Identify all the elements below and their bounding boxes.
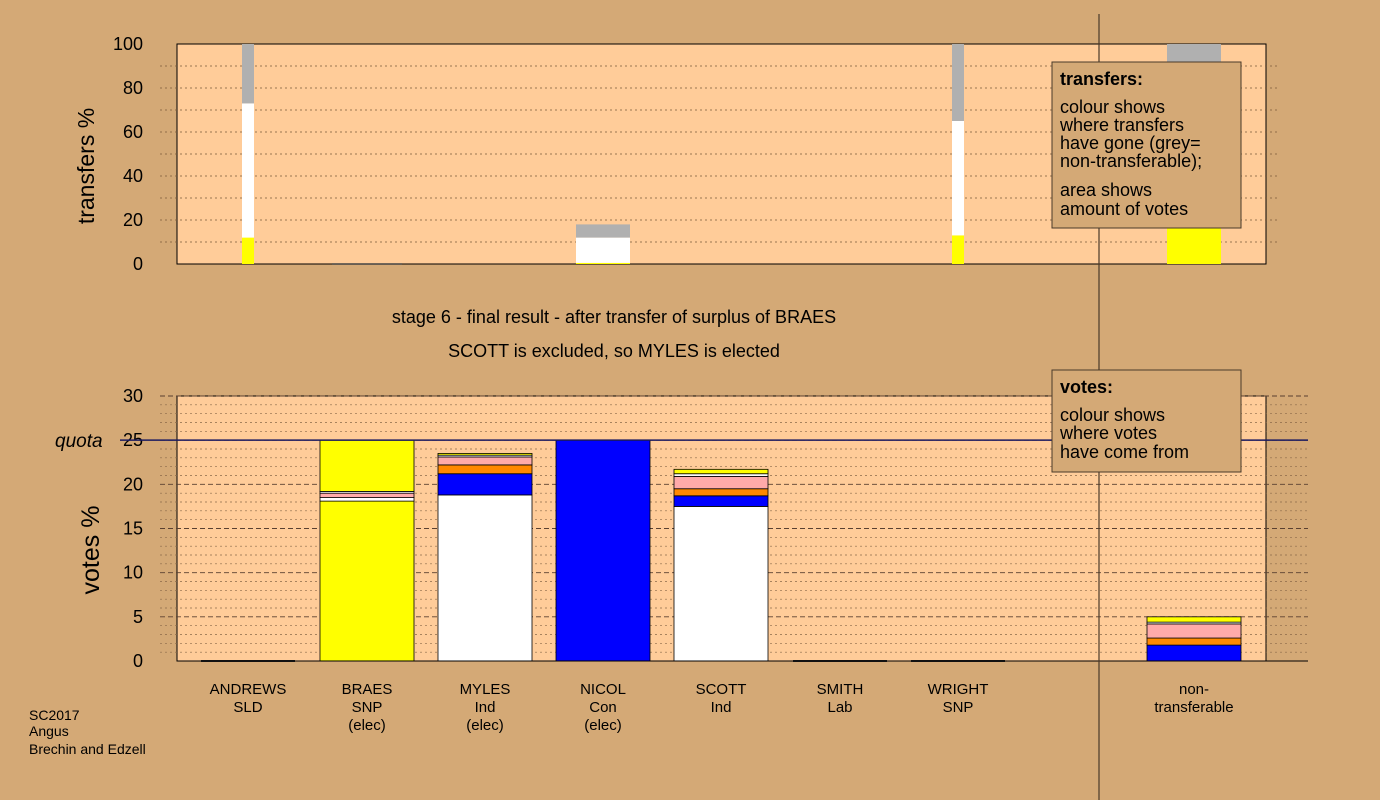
quota-label: quota	[55, 431, 103, 452]
category-label: ANDREWS	[210, 681, 287, 698]
votes-bar-segment	[1146, 623, 1242, 639]
votes-bar-segment	[673, 495, 769, 507]
votes-bar-segment	[1146, 637, 1242, 646]
votes-bar-segment	[1146, 644, 1242, 662]
transfers-legend-line: amount of votes	[1060, 199, 1188, 219]
votes-tick-label: 30	[123, 386, 143, 406]
votes-legend-box	[1051, 369, 1242, 473]
votes-bar-segment	[673, 506, 769, 662]
category-label: WRIGHT	[928, 681, 989, 698]
transfers-bar-segment	[242, 44, 254, 104]
category-label: Con	[589, 699, 617, 716]
category-labels: ANDREWSSLDBRAESSNP(elec)MYLESInd(elec)NI…	[210, 681, 1234, 734]
transfers-legend: transfers: colour shows where transfers …	[1051, 61, 1242, 229]
footer-council: Angus	[29, 723, 69, 739]
transfers-legend-line: non-transferable);	[1060, 151, 1202, 171]
votes-bar-segment	[319, 492, 415, 498]
chart-title-line2: SCOTT is excluded, so MYLES is elected	[448, 341, 780, 361]
votes-bar-segment	[437, 453, 533, 456]
transfers-y-ticks: 0 20 40 60 80 100	[113, 34, 143, 274]
category-label: (elec)	[584, 717, 622, 734]
category-label: NICOL	[580, 681, 626, 698]
votes-tick-label: 5	[133, 607, 143, 627]
votes-bars	[201, 439, 1242, 662]
transfers-bar-segment	[952, 44, 964, 121]
category-label: Lab	[827, 699, 852, 716]
votes-bar-segment	[319, 439, 415, 492]
category-label: non-	[1179, 681, 1209, 698]
footer-election: SC2017	[29, 707, 80, 723]
votes-tick-label: 10	[123, 563, 143, 583]
transfers-legend-line: colour shows	[1060, 97, 1165, 117]
votes-bar-segment	[319, 497, 415, 502]
transfers-tick-label: 40	[123, 166, 143, 186]
chart-title-line1: stage 6 - final result - after transfer …	[392, 307, 836, 327]
votes-tick-label: 20	[123, 474, 143, 494]
votes-legend-title: votes:	[1060, 377, 1113, 397]
category-label: Ind	[475, 699, 496, 716]
transfers-tick-label: 80	[123, 78, 143, 98]
transfers-legend-line: area shows	[1060, 180, 1152, 200]
votes-bar-segment	[555, 439, 651, 662]
votes-bar-segment	[673, 468, 769, 475]
category-label: (elec)	[466, 717, 504, 734]
category-label: SNP	[943, 699, 974, 716]
transfers-legend-box	[1051, 61, 1242, 229]
votes-bar-segment	[673, 475, 769, 490]
votes-bar-segment	[437, 464, 533, 475]
transfers-tick-label: 60	[123, 122, 143, 142]
transfers-bar-segment	[576, 224, 630, 238]
transfers-legend-line: where transfers	[1059, 115, 1184, 135]
transfers-bar-segment	[576, 262, 630, 264]
votes-tick-label: 0	[133, 651, 143, 671]
transfers-tick-label: 20	[123, 210, 143, 230]
votes-legend: votes: colour shows where votes have com…	[1051, 369, 1242, 473]
transfers-legend-title: transfers:	[1060, 69, 1143, 89]
votes-legend-line: have come from	[1060, 442, 1189, 462]
category-label: SMITH	[817, 681, 864, 698]
transfers-legend-line: have gone (grey=	[1060, 133, 1201, 153]
transfers-tick-label: 100	[113, 34, 143, 54]
votes-bar-segment	[437, 456, 533, 466]
votes-bar-segment	[437, 494, 533, 662]
category-label: transferable	[1154, 699, 1233, 716]
votes-bar-segment	[1146, 616, 1242, 623]
transfers-bar-segment	[952, 235, 964, 264]
category-label: BRAES	[342, 681, 393, 698]
category-label: SLD	[233, 699, 262, 716]
footer-ward: Brechin and Edzell	[29, 741, 146, 757]
votes-bar-segment	[673, 488, 769, 497]
category-label: MYLES	[460, 681, 511, 698]
category-label: Ind	[711, 699, 732, 716]
transfers-bar-segment	[242, 103, 254, 238]
votes-y-axis-label: votes %	[77, 506, 105, 595]
votes-legend-line: colour shows	[1060, 405, 1165, 425]
transfers-grid	[160, 65, 1280, 243]
votes-bar-segment	[319, 500, 415, 662]
votes-legend-line: where votes	[1059, 423, 1157, 443]
transfers-bar-segment	[242, 237, 254, 264]
category-label: (elec)	[348, 717, 386, 734]
votes-bar-segment	[437, 473, 533, 496]
transfers-tick-label: 0	[133, 254, 143, 274]
transfers-bar-segment	[1167, 44, 1221, 66]
category-label: SCOTT	[696, 681, 747, 698]
transfers-bar-segment	[952, 121, 964, 236]
transfers-bar-segment	[576, 237, 630, 263]
category-label: SNP	[352, 699, 383, 716]
transfers-y-axis-label: transfers %	[73, 108, 99, 224]
votes-tick-label: 15	[123, 519, 143, 539]
